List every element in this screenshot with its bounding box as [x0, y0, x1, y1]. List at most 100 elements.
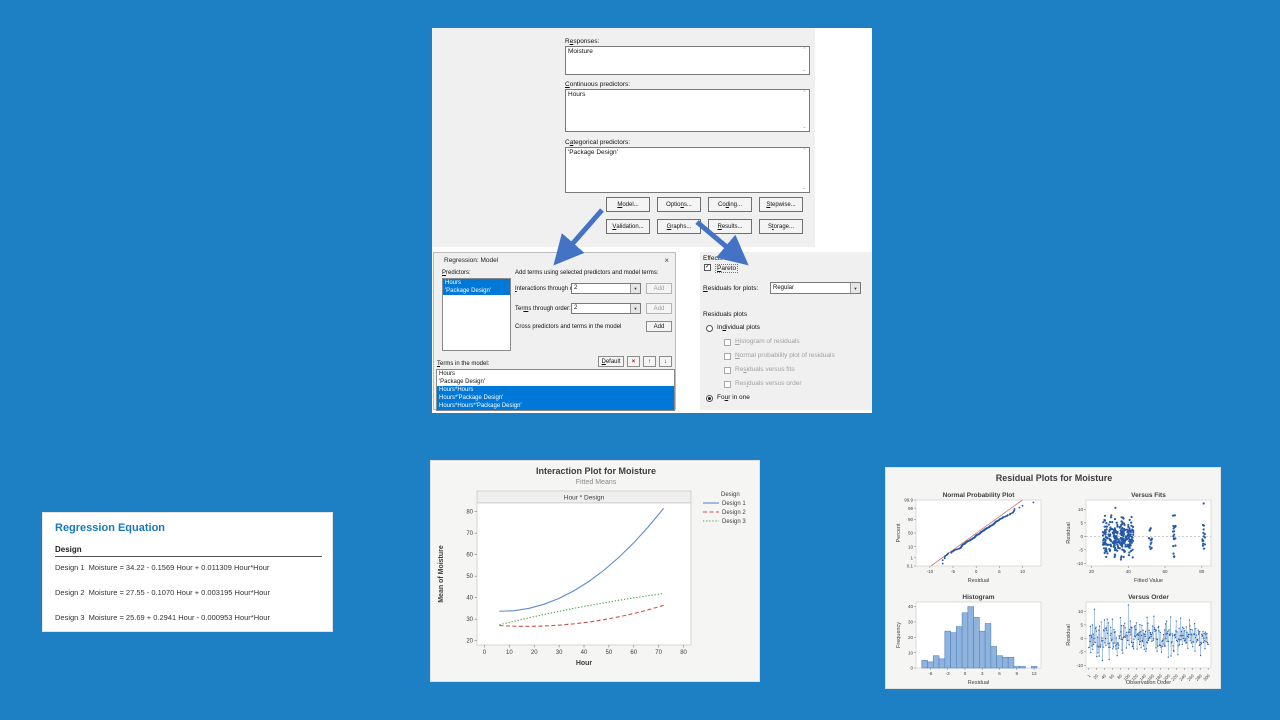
svg-text:0: 0 — [910, 666, 913, 671]
individual-plots-radio[interactable] — [706, 325, 713, 332]
svg-text:99.9: 99.9 — [904, 498, 913, 503]
svg-text:200: 200 — [1162, 673, 1171, 682]
svg-text:10: 10 — [1078, 507, 1084, 512]
continuous-predictors-input[interactable]: Hours ⌃ ⌄ — [565, 89, 810, 132]
add-cross-button[interactable]: Add — [646, 321, 672, 332]
add-terms-button[interactable]: Add — [646, 303, 672, 314]
svg-text:Design 1: Design 1 — [722, 501, 746, 507]
add-interactions-button[interactable]: Add — [646, 283, 672, 294]
svg-text:50: 50 — [606, 650, 613, 656]
terms-in-model-label: Terms in the model: — [437, 361, 490, 367]
scroll-up-icon[interactable]: ⌃ — [802, 90, 807, 96]
svg-text:9: 9 — [1016, 671, 1019, 676]
close-icon[interactable]: × — [664, 256, 669, 265]
design-label: Design 2 — [55, 588, 85, 597]
svg-text:80: 80 — [1199, 569, 1205, 574]
regression-model-dialog: Regression: Model × Predictors: Hours 'Pa… — [433, 252, 676, 411]
svg-text:Design 2: Design 2 — [722, 510, 746, 516]
disabled-checkbox[interactable] — [724, 339, 731, 346]
term-item[interactable]: Hours*'Package Design' — [437, 394, 674, 402]
terms-order-select[interactable]: 2 ▼ — [571, 303, 641, 314]
svg-text:-10: -10 — [1076, 663, 1083, 668]
svg-text:0: 0 — [1080, 636, 1083, 641]
interactions-order-select[interactable]: 2 ▼ — [571, 283, 641, 294]
disabled-checkbox[interactable] — [724, 367, 731, 374]
disabled-checkbox[interactable] — [724, 381, 731, 388]
chevron-down-icon[interactable]: ▼ — [630, 284, 640, 293]
chevron-down-icon[interactable]: ▼ — [630, 304, 640, 313]
disabled-checkbox[interactable] — [724, 353, 731, 360]
svg-text:Design 3: Design 3 — [722, 519, 746, 525]
responses-input[interactable]: Moisture ⌃ ⌄ — [565, 46, 810, 75]
scroll-up-icon[interactable]: ⌃ — [802, 148, 807, 154]
move-up-button[interactable]: ↑ — [643, 356, 656, 367]
term-item[interactable]: Hours*Hours*'Package Design' — [437, 402, 674, 410]
individual-plot-option-label: Residuals versus fits — [735, 366, 795, 373]
svg-text:280: 280 — [1194, 673, 1203, 682]
term-item[interactable]: Hours — [439, 371, 456, 377]
options-button[interactable]: Optio n s... — [657, 197, 701, 212]
predictor-item[interactable]: 'Package Design' — [443, 287, 510, 295]
svg-text:0.1: 0.1 — [907, 564, 914, 569]
svg-text:0: 0 — [1080, 534, 1083, 539]
regression-main-dialog: Responses: Moisture ⌃ ⌄ Continuous predi… — [432, 28, 815, 247]
scroll-down-icon[interactable]: ⌄ — [802, 67, 807, 73]
svg-text:10: 10 — [1020, 569, 1026, 574]
scroll-up-icon[interactable]: ⌃ — [802, 47, 807, 53]
individual-plot-option-label: Histogram of residuals — [735, 338, 800, 345]
svg-text:220: 220 — [1170, 673, 1179, 682]
four-in-one-radio[interactable] — [706, 395, 713, 402]
terms-order-label: Terms through order: — [515, 306, 571, 312]
categorical-predictors-field-group: Categorical predictors: 'Package Design'… — [565, 139, 810, 193]
responses-label: Responses: — [565, 38, 600, 45]
terms-in-model-listbox[interactable]: Hours 'Package Design' Hours*Hours Hours*'P… — [436, 369, 675, 411]
pareto-checkbox[interactable]: ✓ — [704, 264, 711, 271]
coding-button[interactable]: Co d ing... — [708, 197, 752, 212]
scroll-down-icon[interactable]: ⌄ — [802, 124, 807, 130]
term-item[interactable]: 'Package Design' — [439, 379, 485, 385]
interaction-plot-card: Interaction Plot for Moisture Fitted Mean… — [430, 460, 760, 682]
svg-text:Fitted Means: Fitted Means — [576, 479, 617, 486]
svg-text:30: 30 — [908, 620, 914, 625]
svg-text:0: 0 — [975, 569, 978, 574]
move-down-button[interactable]: ↓ — [659, 356, 672, 367]
interactions-order-value: 2 — [574, 285, 578, 291]
effects-plots-title: Effects Plots — [703, 255, 740, 262]
cross-predictors-label: Cross predictors and terms in the model — [515, 324, 622, 330]
predictor-item[interactable]: Hours — [443, 279, 510, 287]
svg-text:-6: -6 — [928, 671, 932, 676]
svg-text:Hour: Hour — [576, 660, 593, 667]
residuals-for-plots-select[interactable]: Regular ▼ — [770, 282, 861, 294]
categorical-predictors-input[interactable]: 'Package Design' ⌃ ⌄ — [565, 147, 810, 193]
svg-text:40: 40 — [466, 596, 473, 602]
svg-text:50: 50 — [466, 574, 473, 580]
svg-text:99: 99 — [908, 506, 914, 511]
equation-rows: Design 1 Moisture = 34.22 - 0.1569 Hour +… — [55, 560, 327, 635]
four-in-one-label: Four in one — [717, 394, 750, 401]
svg-text:-5: -5 — [951, 569, 955, 574]
svg-text:Mean of Moisture: Mean of Moisture — [438, 545, 445, 603]
interactions-order-label: Interactions through order: — [515, 286, 586, 292]
scroll-down-icon[interactable]: ⌄ — [802, 185, 807, 191]
responses-value: Moisture — [568, 48, 593, 55]
svg-text:Frequency: Frequency — [896, 622, 902, 648]
delete-term-button[interactable]: × — [627, 356, 640, 367]
svg-text:70: 70 — [655, 650, 662, 656]
svg-text:1: 1 — [1086, 673, 1092, 679]
individual-plots-label: Individual plots — [717, 324, 761, 331]
svg-text:Fitted Value: Fitted Value — [1134, 578, 1163, 584]
predictors-listbox[interactable]: Hours 'Package Design' — [442, 278, 511, 351]
term-item[interactable]: Hours*Hours — [437, 386, 674, 394]
svg-text:Normal Probability Plot: Normal Probability Plot — [943, 492, 1016, 499]
svg-text:90: 90 — [908, 517, 914, 522]
svg-text:Residual: Residual — [1066, 624, 1072, 645]
chevron-down-icon[interactable]: ▼ — [850, 283, 860, 293]
